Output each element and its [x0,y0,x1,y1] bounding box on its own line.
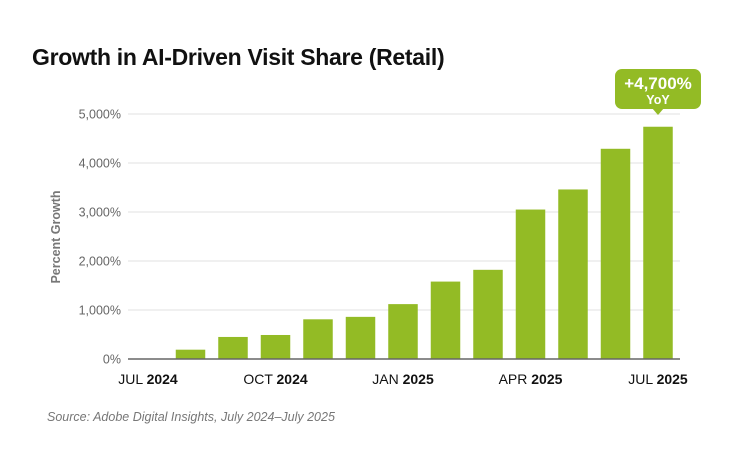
bar [643,126,673,360]
y-tick-label: 4,000% [79,157,121,171]
y-tick-label: 2,000% [79,255,121,269]
bar [558,189,588,359]
annotation-callout [615,69,701,109]
annotation-value: +4,700% [624,74,692,93]
bar [345,316,376,359]
bar [175,349,206,359]
y-tick-label: 5,000% [79,108,121,122]
y-tick-label: 0% [103,353,121,367]
bar [430,281,461,359]
bar [218,336,248,359]
y-tick-label: 3,000% [79,206,121,220]
chart-title: Growth in AI-Driven Visit Share (Retail) [32,44,445,70]
bar [388,304,418,359]
y-axis-label: Percent Growth [49,190,63,283]
x-tick-label: JUL 2025 [628,371,688,387]
bar [260,334,291,359]
bar [473,269,503,359]
bar [303,319,333,359]
x-tick-label: JAN 2025 [372,371,434,387]
bar [600,148,631,359]
x-tick-label: OCT 2024 [243,371,308,387]
source-note: Source: Adobe Digital Insights, July 202… [47,410,335,424]
annotation-label: YoY [646,93,670,107]
x-tick-label: JUL 2024 [118,371,178,387]
callout-pointer [652,108,664,115]
bar [515,209,546,359]
x-tick-label: APR 2025 [499,371,563,387]
y-tick-label: 1,000% [79,304,121,318]
